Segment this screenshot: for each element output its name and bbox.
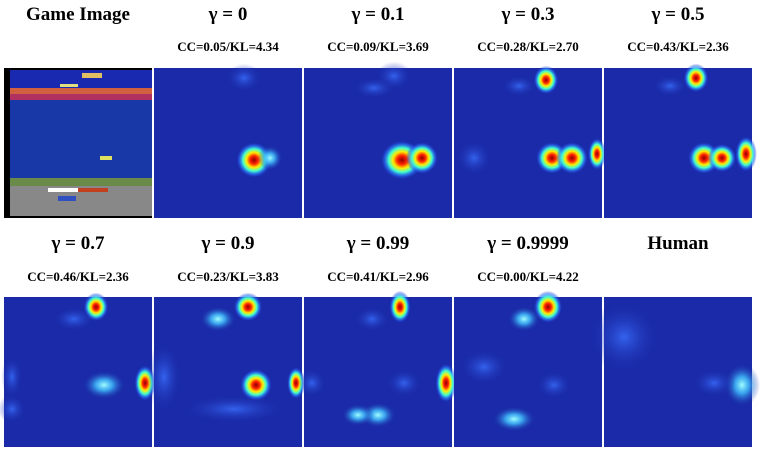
game-logo bbox=[58, 196, 76, 201]
panel-title: γ = 0.3 bbox=[501, 4, 555, 25]
game-seabed bbox=[10, 178, 152, 186]
saliency-blob bbox=[492, 406, 536, 432]
saliency-blob bbox=[707, 143, 737, 173]
saliency-blob bbox=[0, 394, 27, 424]
game-sunset bbox=[10, 88, 152, 94]
saliency-blob bbox=[435, 363, 457, 403]
game-lives bbox=[60, 84, 78, 87]
panel-title: Game Image bbox=[26, 4, 130, 25]
saliency-blob bbox=[82, 370, 126, 400]
panel-metric: CC=0.09/KL=3.69 bbox=[327, 39, 429, 54]
saliency-blob bbox=[692, 368, 736, 398]
panel-metric: CC=0.43/KL=2.36 bbox=[627, 39, 729, 54]
game-horizon bbox=[10, 94, 152, 100]
saliency-blob bbox=[683, 63, 709, 93]
game-sky bbox=[10, 70, 152, 88]
panel-metric: CC=0.28/KL=2.70 bbox=[477, 39, 579, 54]
saliency-blob bbox=[533, 290, 563, 324]
saliency-blob bbox=[533, 65, 559, 95]
saliency-map bbox=[0, 292, 156, 447]
panel-title: γ = 0.7 bbox=[51, 233, 105, 254]
saliency-blob bbox=[297, 368, 327, 398]
saliency-map bbox=[604, 63, 757, 218]
saliency-map bbox=[304, 61, 452, 218]
saliency-blob bbox=[146, 341, 182, 413]
saliency-blob bbox=[200, 306, 236, 332]
panel-title: γ = 0.9 bbox=[201, 233, 255, 254]
game-image bbox=[4, 68, 152, 218]
saliency-blob bbox=[354, 306, 390, 332]
saliency-blob bbox=[52, 306, 96, 332]
panel-metric: CC=0.00/KL=4.22 bbox=[477, 269, 579, 284]
saliency-blob bbox=[652, 75, 688, 97]
saliency-map bbox=[297, 290, 457, 447]
panel-title: γ = 0.9999 bbox=[486, 233, 568, 254]
panel-title: γ = 0.5 bbox=[651, 4, 705, 25]
saliency-blob bbox=[588, 301, 660, 373]
saliency-blob bbox=[507, 306, 541, 332]
saliency-blob bbox=[735, 136, 757, 172]
saliency-map bbox=[588, 297, 760, 447]
game-water bbox=[10, 100, 152, 178]
panel-title: γ = 0 bbox=[208, 4, 248, 25]
saliency-blob bbox=[456, 140, 492, 176]
saliency-blob bbox=[386, 368, 422, 398]
saliency-blob bbox=[352, 77, 396, 99]
map-background bbox=[154, 68, 302, 218]
panel-title: γ = 0.99 bbox=[346, 233, 409, 254]
saliency-blob bbox=[1, 355, 23, 399]
saliency-blob bbox=[180, 394, 288, 424]
saliency-blob bbox=[405, 141, 439, 175]
panel-metric: CC=0.23/KL=3.83 bbox=[177, 269, 279, 284]
game-oxygen-empty bbox=[78, 188, 108, 192]
game-score bbox=[82, 73, 102, 78]
saliency-blob bbox=[233, 292, 263, 322]
saliency-blob bbox=[536, 370, 572, 400]
panel-title: γ = 0.1 bbox=[351, 4, 405, 25]
saliency-map bbox=[146, 292, 305, 447]
saliency-blob bbox=[555, 141, 589, 175]
saliency-map bbox=[454, 290, 602, 447]
saliency-map bbox=[454, 65, 606, 218]
saliency-blob bbox=[257, 145, 283, 171]
panel-title: Human bbox=[647, 233, 709, 254]
saliency-blob bbox=[389, 290, 411, 324]
game-submarine bbox=[100, 156, 112, 160]
saliency-blob bbox=[458, 349, 510, 385]
saliency-blob bbox=[239, 368, 273, 402]
saliency-blob bbox=[501, 75, 537, 97]
saliency-blob bbox=[226, 63, 262, 93]
panel-metric: CC=0.05/KL=4.34 bbox=[177, 39, 279, 54]
saliency-blob bbox=[724, 363, 760, 407]
saliency-blob bbox=[341, 404, 375, 426]
saliency-blob bbox=[588, 137, 606, 171]
panel-metric: CC=0.46/KL=2.36 bbox=[27, 269, 129, 284]
saliency-map bbox=[154, 63, 302, 218]
game-oxygen bbox=[48, 188, 78, 192]
panel-metric: CC=0.41/KL=2.96 bbox=[327, 269, 429, 284]
